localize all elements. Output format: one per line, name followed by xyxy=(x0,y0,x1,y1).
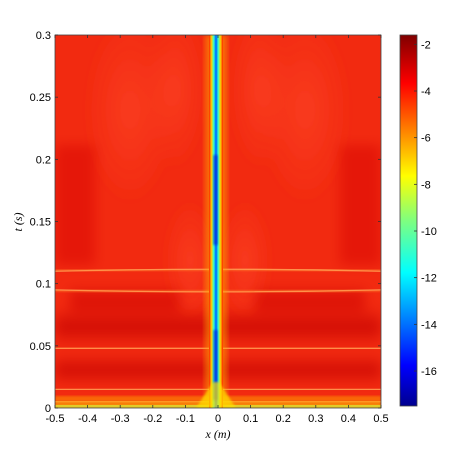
y-tick-label: 0.15 xyxy=(30,217,51,229)
x-tick-label: -0.2 xyxy=(143,413,162,425)
colorbar: -2 -4 -6 -8 -10 -12 -14 -16 xyxy=(399,34,437,407)
channel-deep-1 xyxy=(213,155,218,245)
y-tick-label: 0.25 xyxy=(30,92,51,104)
colorbar-tick-label: -12 xyxy=(421,273,437,285)
x-tick-label: 0.4 xyxy=(341,413,356,425)
colorbar-tick-label: -10 xyxy=(421,226,437,238)
x-tick-label: 0 xyxy=(215,413,221,425)
x-tick-label: -0.1 xyxy=(176,413,195,425)
y-tick-label: 0.1 xyxy=(36,279,51,291)
channel-flare xyxy=(196,382,236,408)
x-tick-label: 0.3 xyxy=(308,413,323,425)
colorbar-tick-label: -8 xyxy=(421,179,431,191)
channel-deep-2 xyxy=(213,330,218,400)
x-axis-ticks: -0.5 -0.4 -0.3 -0.2 -0.1 0 0.1 0.2 0.3 0.4 0.5 xyxy=(46,35,389,425)
y-tick-label: 0 xyxy=(45,403,51,415)
x-tick-label: -0.3 xyxy=(111,413,130,425)
central-channel xyxy=(196,35,236,408)
colorbar-tick-label: -14 xyxy=(421,319,437,331)
y-tick-label: 0.3 xyxy=(36,30,51,42)
y-tick-label: 0.2 xyxy=(36,154,51,166)
y-axis-ticks: 0 0.05 0.1 0.15 0.2 0.25 0.3 xyxy=(30,30,381,415)
colorbar-ticks: -2 -4 -6 -8 -10 -12 -14 -16 xyxy=(414,39,437,378)
x-tick-label: 0.5 xyxy=(373,413,388,425)
colorbar-tick-label: -16 xyxy=(421,366,437,378)
y-axis-label: t (s) xyxy=(11,213,25,232)
colorbar-gradient xyxy=(400,35,417,406)
x-tick-label: 0.1 xyxy=(243,413,258,425)
x-axis-label: x (m) xyxy=(205,427,231,441)
x-tick-label: 0.2 xyxy=(276,413,291,425)
colorbar-tick-label: -6 xyxy=(421,133,431,145)
colorbar-tick-label: -4 xyxy=(421,86,431,98)
heatmap-field xyxy=(55,35,381,408)
colorbar-tick-label: -2 xyxy=(421,39,431,51)
x-tick-label: -0.4 xyxy=(78,413,97,425)
y-tick-label: 0.05 xyxy=(30,341,51,353)
colorbar-frame xyxy=(399,34,418,407)
x-tick-label: -0.5 xyxy=(46,413,65,425)
